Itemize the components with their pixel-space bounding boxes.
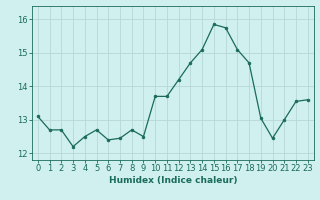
X-axis label: Humidex (Indice chaleur): Humidex (Indice chaleur)	[108, 176, 237, 185]
